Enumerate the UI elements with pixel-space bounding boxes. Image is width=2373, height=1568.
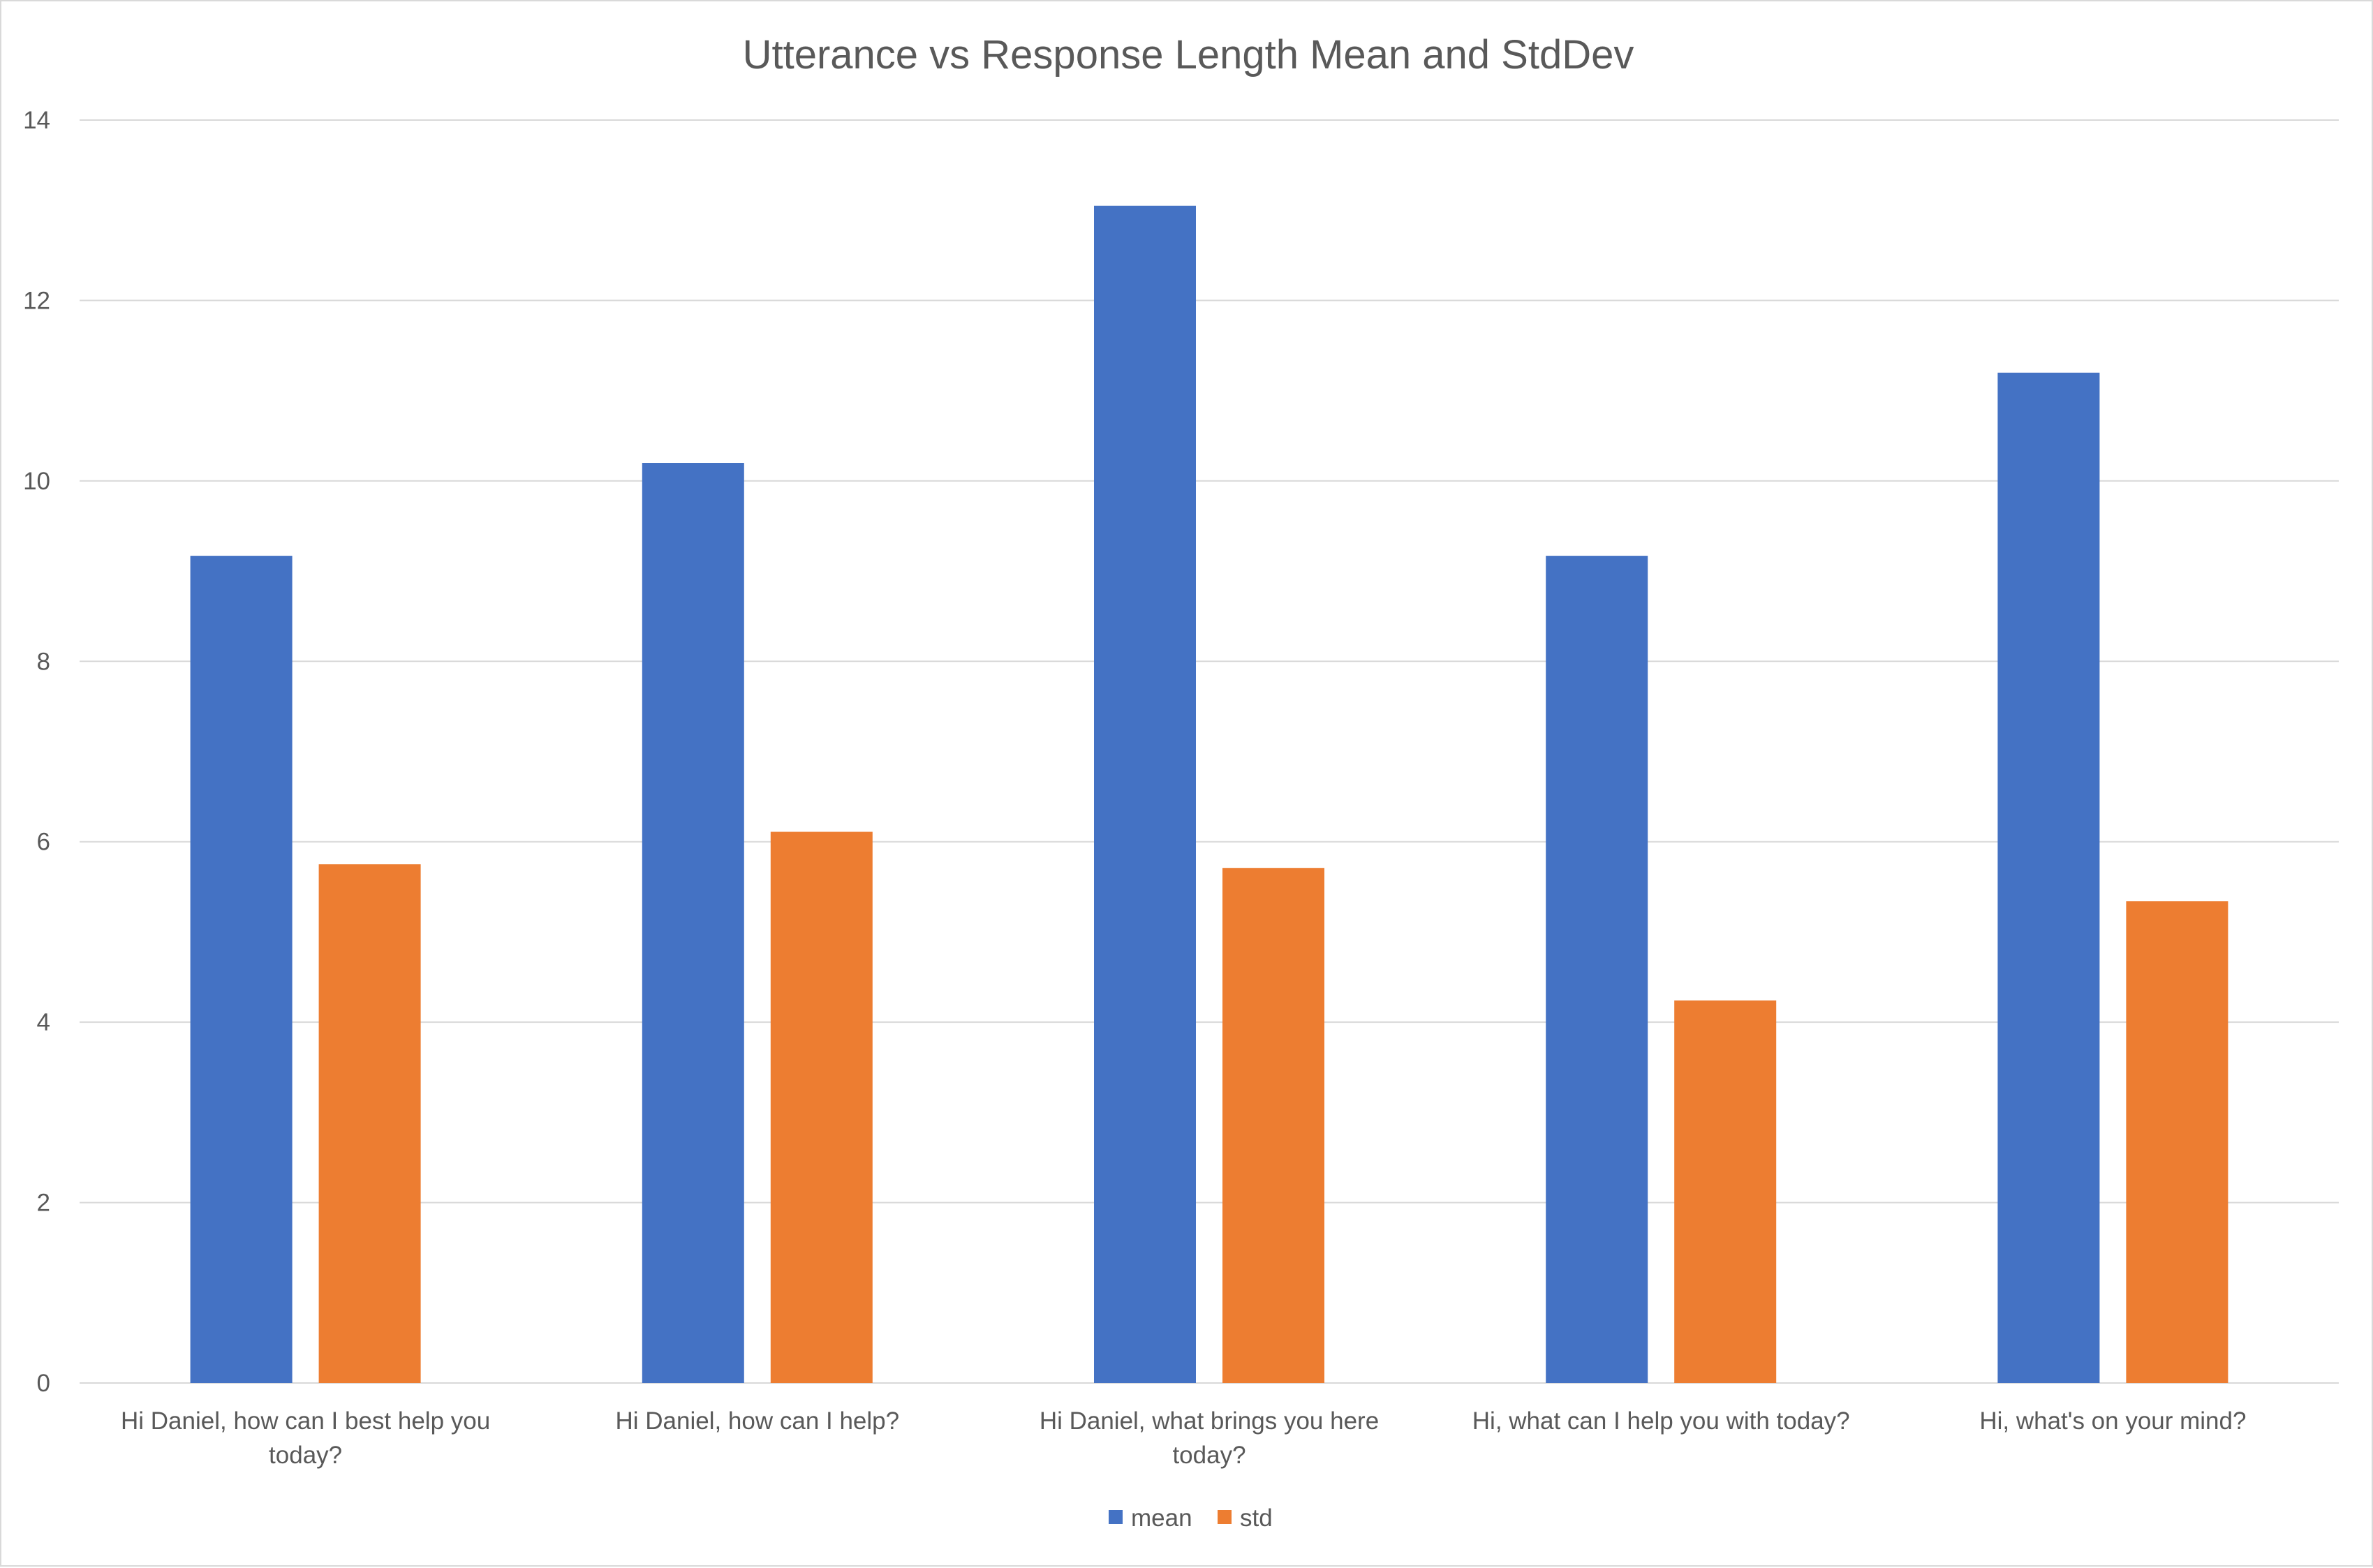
x-category-label: today? (1172, 1442, 1245, 1469)
x-category-label: Hi Daniel, how can I best help you (121, 1407, 490, 1435)
bar-std-4 (1674, 1000, 1777, 1383)
y-tick-label: 2 (37, 1190, 50, 1217)
chart-title: Utterance vs Response Length Mean and St… (743, 32, 1634, 77)
x-axis-labels: Hi Daniel, how can I best help you today?… (121, 1407, 2246, 1469)
x-category-label: Hi, what can I help you with today? (1472, 1407, 1850, 1435)
x-category-label: Hi Daniel, how can I help? (615, 1407, 899, 1435)
bar-std-2 (770, 831, 873, 1383)
bar-mean-2 (642, 463, 744, 1383)
bars (190, 205, 2228, 1384)
bar-mean-5 (1997, 372, 2100, 1383)
bar-std-3 (1222, 868, 1324, 1383)
y-tick-label: 14 (23, 107, 50, 134)
bar-mean-1 (190, 556, 293, 1383)
y-tick-label: 10 (23, 468, 50, 495)
bar-std-5 (2126, 901, 2228, 1383)
legend-swatch-std (1218, 1510, 1232, 1524)
bar-mean-4 (1546, 556, 1648, 1383)
bar-mean-3 (1094, 205, 1196, 1384)
y-tick-label: 8 (37, 648, 50, 675)
y-tick-label: 12 (23, 287, 50, 314)
gridlines (80, 119, 2339, 1384)
x-category-label: today? (269, 1442, 342, 1469)
x-category-label: Hi Daniel, what brings you here (1040, 1407, 1379, 1435)
y-tick-label: 0 (37, 1370, 50, 1397)
y-tick-label: 4 (37, 1009, 50, 1036)
legend-swatch-mean (1109, 1510, 1123, 1524)
legend: mean std (1109, 1504, 1273, 1532)
legend-label-mean: mean (1131, 1504, 1192, 1532)
legend-label-std: std (1240, 1504, 1273, 1532)
x-category-label: Hi, what's on your mind? (1979, 1407, 2246, 1435)
bar-std-1 (318, 864, 421, 1383)
y-tick-label: 6 (37, 829, 50, 856)
y-axis-ticks: 0 2 4 6 8 10 12 14 (23, 107, 50, 1397)
